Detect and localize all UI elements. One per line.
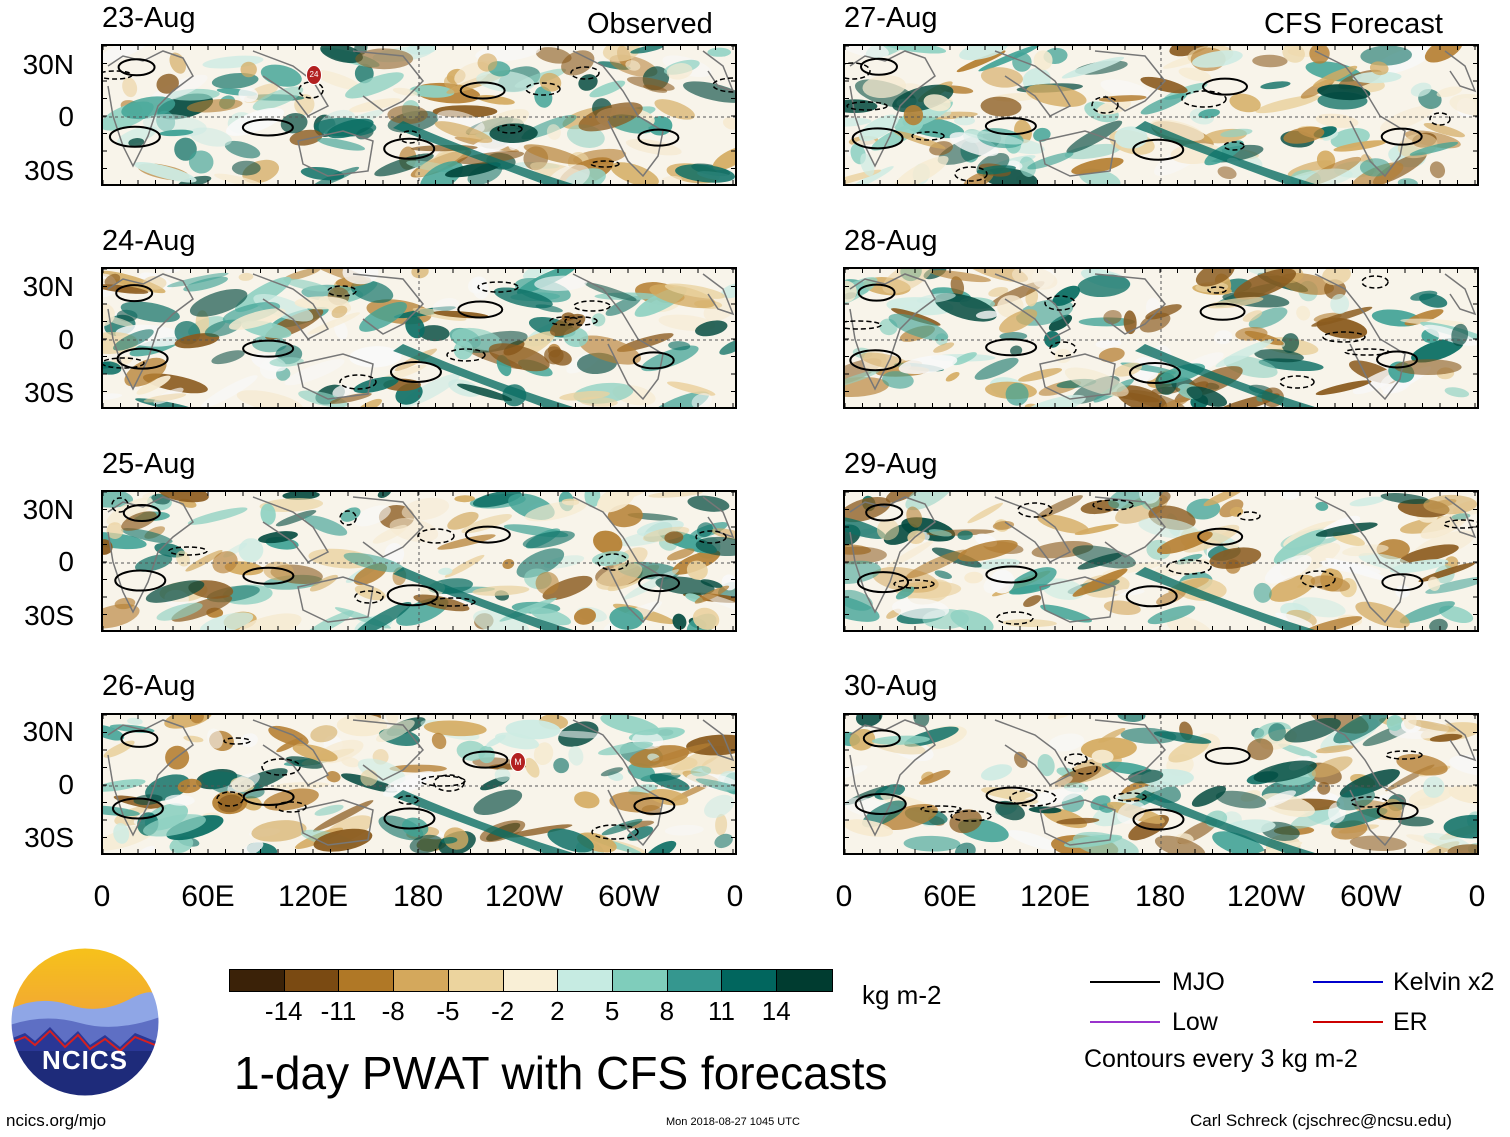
map-panel-obs-2 — [101, 267, 737, 409]
colorbar-cell — [667, 970, 723, 991]
lat-label-30n-3: 30N — [22, 494, 74, 525]
storm-marker-26aug: M — [510, 752, 526, 772]
ncics-logo-text: NCICS — [42, 1045, 128, 1075]
colorbar-cell — [284, 970, 340, 991]
figure-title: 1-day PWAT with CFS forecasts — [234, 1047, 888, 1099]
lon-label-120e-right: 120E — [1019, 880, 1091, 913]
date-label-fc-3: 29-Aug — [844, 448, 938, 480]
colorbar-cell — [777, 970, 832, 991]
legend-label-mjo: MJO — [1172, 968, 1225, 996]
legend-label-low: Low — [1172, 1008, 1218, 1036]
map-panel-obs-4 — [101, 713, 737, 855]
lon-label-120w-left: 120W — [484, 880, 564, 913]
lon-label-180-right: 180 — [1134, 880, 1186, 913]
colorbar-cell — [503, 970, 559, 991]
lon-label-0-left: 0 — [93, 880, 111, 913]
colorbar-cell — [558, 970, 614, 991]
map-panel-fc-4 — [843, 713, 1479, 855]
colorbar-labels: -14 -11 -8 -5 -2 2 5 8 11 14 — [0, 998, 1510, 1028]
date-label-fc-1: 27-Aug — [844, 2, 938, 34]
lat-label-eq-3: 0 — [58, 546, 74, 577]
date-label-obs-3: 25-Aug — [102, 448, 196, 480]
legend-line-low — [1090, 1021, 1160, 1023]
legend-label-er: ER — [1393, 1008, 1428, 1036]
lon-label-60w-right: 60W — [1340, 880, 1402, 913]
lat-label-eq-4: 0 — [58, 769, 74, 800]
date-label-fc-4: 30-Aug — [844, 670, 938, 702]
lat-label-30n-4: 30N — [22, 716, 74, 747]
colorbar-cell — [394, 970, 449, 991]
map-panel-fc-2 — [843, 267, 1479, 409]
footer-timestamp: Mon 2018-08-27 1045 UTC — [666, 1116, 800, 1128]
colorbar-cell — [722, 970, 778, 991]
map-panel-obs-1 — [101, 44, 737, 186]
lon-label-0-right-left: 0 — [726, 880, 744, 913]
map-panel-fc-3 — [843, 490, 1479, 632]
lat-label-eq-1: 0 — [58, 101, 74, 132]
forecast-header: CFS Forecast — [1264, 8, 1443, 40]
colorbar-tick-label: 2 — [550, 996, 565, 1026]
lon-label-0-end-right: 0 — [1468, 880, 1486, 913]
lon-label-0-right: 0 — [835, 880, 853, 913]
colorbar-tick-label: -8 — [381, 996, 405, 1026]
colorbar-tick-label: 8 — [659, 996, 675, 1026]
date-label-fc-2: 28-Aug — [844, 225, 938, 257]
lat-label-eq-2: 0 — [58, 324, 74, 355]
observed-header: Observed — [587, 8, 713, 40]
legend-line-er — [1313, 1021, 1383, 1023]
lon-label-60w-left: 60W — [598, 880, 660, 913]
map-panel-fc-1 — [843, 44, 1479, 186]
date-label-obs-4: 26-Aug — [102, 670, 196, 702]
contours-note: Contours every 3 kg m-2 — [1084, 1045, 1358, 1073]
colorbar — [229, 969, 833, 992]
colorbar-tick-label: -5 — [436, 996, 460, 1026]
map-panel-obs-3 — [101, 490, 737, 632]
legend-label-kelvin: Kelvin x2 — [1393, 968, 1495, 996]
colorbar-tick-label: -14 — [264, 996, 303, 1026]
storm-marker-23aug: 24 — [306, 65, 322, 85]
lat-label-30n-2: 30N — [22, 271, 74, 302]
legend-line-mjo — [1090, 981, 1160, 983]
lat-label-30s-1: 30S — [24, 155, 74, 186]
footer-website: ncics.org/mjo — [6, 1111, 107, 1130]
lon-label-60e-left: 60E — [181, 880, 235, 913]
colorbar-cell — [339, 970, 395, 991]
date-label-obs-2: 24-Aug — [102, 225, 196, 257]
colorbar-tick-label: -11 — [320, 996, 357, 1026]
colorbar-tick-label: 5 — [604, 996, 620, 1026]
lon-label-120e-left: 120E — [277, 880, 349, 913]
lon-label-120w-right: 120W — [1226, 880, 1306, 913]
colorbar-cell — [448, 970, 504, 991]
colorbar-tick-label: 11 — [708, 996, 736, 1026]
footer-author: Carl Schreck (cjschrec@ncsu.edu) — [1190, 1111, 1452, 1130]
colorbar-cell — [230, 970, 285, 991]
colorbar-units: kg m-2 — [862, 980, 942, 1010]
lat-label-30s-2: 30S — [24, 377, 74, 408]
date-label-obs-1: 23-Aug — [102, 2, 196, 34]
lat-label-30n-1: 30N — [22, 49, 74, 80]
colorbar-tick-label: -2 — [491, 996, 515, 1026]
colorbar-tick-label: 14 — [761, 996, 791, 1026]
ncics-logo: NCICS — [10, 947, 160, 1097]
legend-line-kelvin — [1313, 981, 1383, 983]
lon-label-180-left: 180 — [392, 880, 444, 913]
lat-label-30s-3: 30S — [24, 600, 74, 631]
lon-label-60e-right: 60E — [923, 880, 977, 913]
lat-label-30s-4: 30S — [24, 822, 74, 853]
colorbar-cell — [613, 970, 668, 991]
